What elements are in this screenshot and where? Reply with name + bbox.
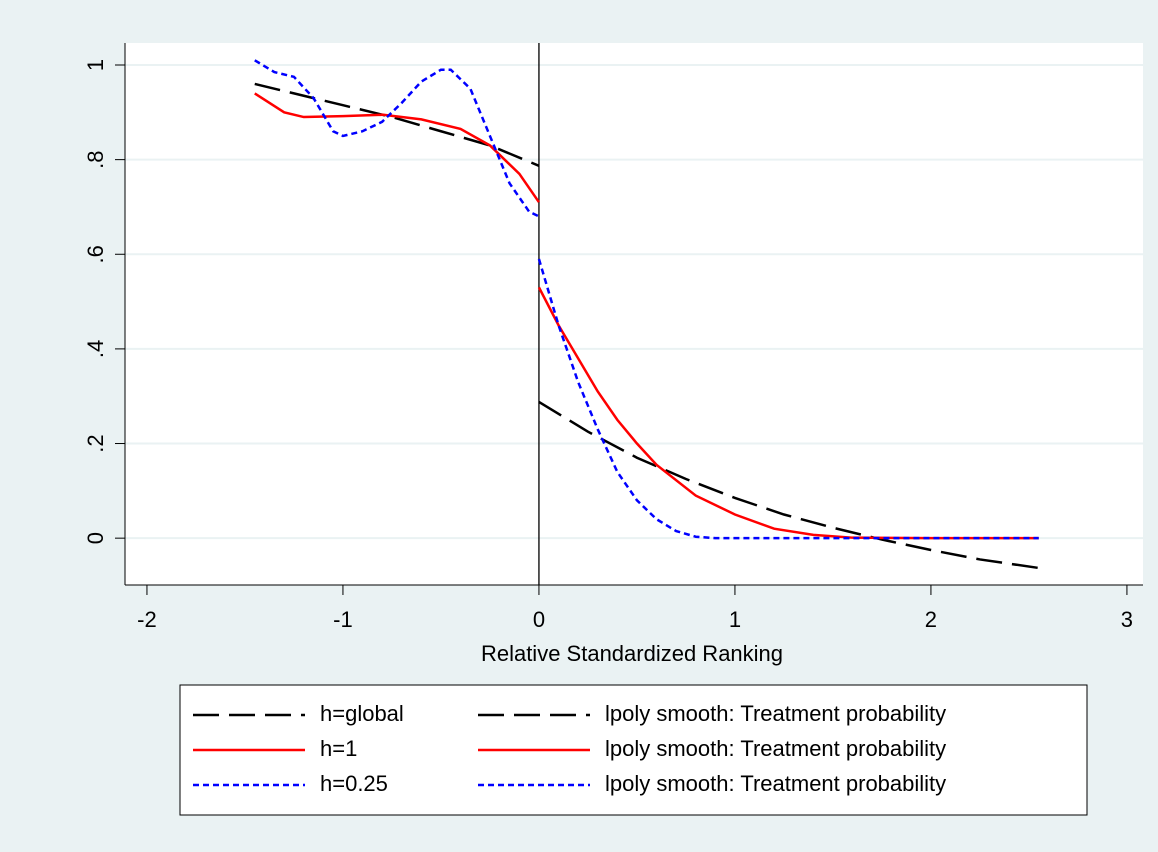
x-tick-label: 1 <box>729 607 741 632</box>
legend-label: h=1 <box>320 736 357 761</box>
x-tick-label: -2 <box>137 607 157 632</box>
series-line <box>538 400 1039 570</box>
y-tick-label: .2 <box>83 434 108 452</box>
x-tick-label: 3 <box>1121 607 1133 632</box>
series-line <box>254 92 540 203</box>
x-tick-label: -1 <box>333 607 353 632</box>
y-tick-label: .8 <box>83 150 108 168</box>
legend-label: h=global <box>320 701 404 726</box>
y-tick-label: 1 <box>83 59 108 71</box>
legend-label: lpoly smooth: Treatment probability <box>605 701 946 726</box>
y-tick-label: 0 <box>83 532 108 544</box>
x-axis-title: Relative Standardized Ranking <box>481 641 783 666</box>
legend-label: lpoly smooth: Treatment probability <box>605 736 946 761</box>
legend-label: lpoly smooth: Treatment probability <box>605 771 946 796</box>
legend <box>179 684 1088 816</box>
y-tick-label: .6 <box>83 245 108 263</box>
x-tick-label: 0 <box>533 607 545 632</box>
series-line <box>254 59 540 218</box>
legend-label: h=0.25 <box>320 771 388 796</box>
plot-area <box>125 43 1143 585</box>
y-tick-label: .4 <box>83 340 108 358</box>
series-line <box>254 82 540 167</box>
series-line <box>537 258 1039 540</box>
x-tick-label: 2 <box>925 607 937 632</box>
